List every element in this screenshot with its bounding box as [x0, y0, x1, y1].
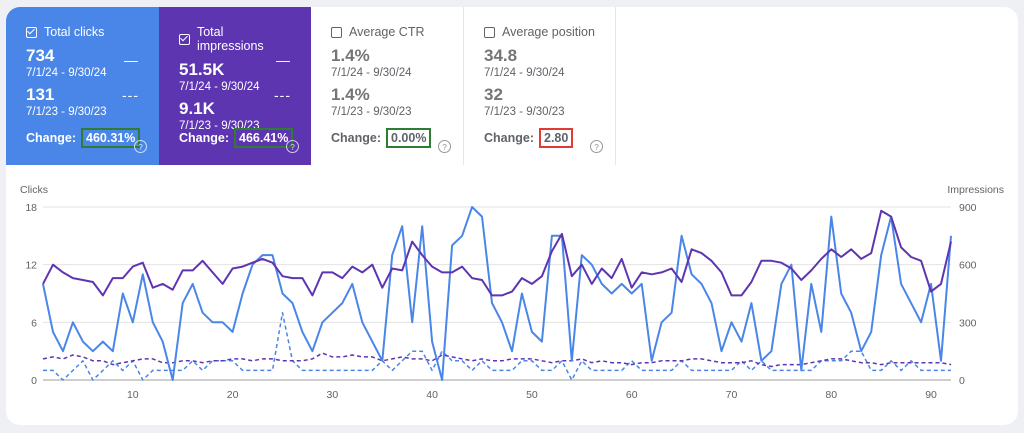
total-impressions-current-range: 7/1/24 - 9/30/24: [179, 81, 260, 93]
help-icon[interactable]: ?: [134, 140, 147, 153]
performance-card: Total clicks 734 — 7/1/24 - 9/30/24 131 …: [6, 7, 1018, 425]
total-clicks-header[interactable]: Total clicks: [26, 25, 141, 39]
checkbox-unchecked-icon[interactable]: [484, 26, 495, 38]
average-ctr-change: Change: 0.00%: [331, 128, 432, 148]
average-ctr-header[interactable]: Average CTR: [331, 25, 445, 39]
total-impressions-current: 51.5K: [179, 60, 225, 79]
change-label: Change:: [26, 131, 76, 145]
average-ctr-previous: 1.4%: [331, 85, 370, 104]
total-impressions-previous: 9.1K: [179, 99, 215, 118]
average-position-tile[interactable]: Average position 34.8 7/1/24 - 9/30/24 3…: [464, 7, 616, 165]
total-clicks-change: Change: 460.31%: [26, 128, 141, 148]
y-axis-right-title: Impressions: [947, 184, 1004, 196]
x-tick-label: 30: [327, 389, 339, 401]
y-left-tick-label: 6: [31, 317, 37, 329]
total-clicks-previous: 131: [26, 85, 55, 104]
x-tick-label: 10: [127, 389, 139, 401]
y-left-tick-label: 12: [25, 260, 37, 272]
total-impressions-label: Total impressions: [196, 25, 264, 53]
x-tick-label: 50: [526, 389, 538, 401]
average-position-label: Average position: [502, 25, 595, 39]
total-impressions-change: Change: 466.41%: [179, 128, 294, 148]
clicks-previous-series-line: [43, 311, 951, 381]
y-left-tick-label: 0: [31, 375, 37, 387]
total-clicks-previous-range: 7/1/23 - 9/30/23: [26, 106, 107, 118]
impressions-previous-series-line: [42, 352, 952, 368]
change-value: 2.80: [539, 128, 574, 148]
checkbox-checked-icon[interactable]: [179, 33, 190, 45]
average-position-header[interactable]: Average position: [484, 25, 597, 39]
solid-line-icon: —: [124, 52, 139, 68]
total-impressions-header[interactable]: Total impressions: [179, 25, 293, 53]
change-label: Change:: [484, 131, 534, 145]
impressions-current-series-line: [42, 209, 952, 297]
total-impressions-tile[interactable]: Total impressions 51.5K — 7/1/24 - 9/30/…: [159, 7, 311, 165]
x-tick-label: 80: [825, 389, 837, 401]
change-value: 460.31%: [81, 128, 141, 148]
average-position-change: Change: 2.80: [484, 128, 574, 148]
average-ctr-label: Average CTR: [349, 25, 425, 39]
x-tick-label: 20: [227, 389, 239, 401]
performance-chart[interactable]: Clicks Impressions 0 6 12 18 0 300 600 900 10 20 30 4…: [6, 177, 1018, 425]
help-icon[interactable]: ?: [590, 140, 603, 153]
change-label: Change:: [331, 131, 381, 145]
change-value: 0.00%: [386, 128, 432, 148]
clicks-current-series-line: [42, 206, 952, 381]
y-right-tick-label: 0: [959, 375, 965, 387]
change-label: Change:: [179, 131, 229, 145]
average-ctr-previous-range: 7/1/23 - 9/30/23: [331, 106, 412, 118]
x-tick-label: 40: [426, 389, 438, 401]
total-clicks-current: 734: [26, 46, 55, 65]
average-position-current-range: 7/1/24 - 9/30/24: [484, 67, 565, 79]
average-position-previous: 32: [484, 85, 503, 104]
x-tick-label: 90: [925, 389, 937, 401]
average-position-current: 34.8: [484, 46, 518, 65]
x-tick-label: 60: [626, 389, 638, 401]
y-right-tick-label: 300: [959, 317, 977, 329]
checkbox-unchecked-icon[interactable]: [331, 26, 342, 38]
checkbox-checked-icon[interactable]: [26, 26, 37, 38]
average-ctr-tile[interactable]: Average CTR 1.4% 7/1/24 - 9/30/24 1.4% 7…: [311, 7, 464, 165]
y-axis-left-title: Clicks: [20, 184, 48, 196]
total-clicks-tile[interactable]: Total clicks 734 — 7/1/24 - 9/30/24 131 …: [6, 7, 159, 165]
average-position-previous-range: 7/1/23 - 9/30/23: [484, 106, 565, 118]
average-ctr-current: 1.4%: [331, 46, 370, 65]
total-clicks-current-range: 7/1/24 - 9/30/24: [26, 67, 107, 79]
y-left-tick-label: 18: [25, 202, 37, 214]
dashed-line-icon: ---: [122, 87, 139, 103]
average-ctr-current-range: 7/1/24 - 9/30/24: [331, 67, 412, 79]
solid-line-icon: —: [276, 52, 291, 68]
y-right-tick-label: 900: [959, 202, 977, 214]
change-value: 466.41%: [234, 128, 294, 148]
y-right-tick-label: 600: [959, 260, 977, 272]
total-clicks-label: Total clicks: [44, 25, 105, 39]
x-tick-label: 70: [726, 389, 738, 401]
help-icon[interactable]: ?: [286, 140, 299, 153]
dashed-line-icon: ---: [274, 87, 291, 103]
help-icon[interactable]: ?: [438, 140, 451, 153]
